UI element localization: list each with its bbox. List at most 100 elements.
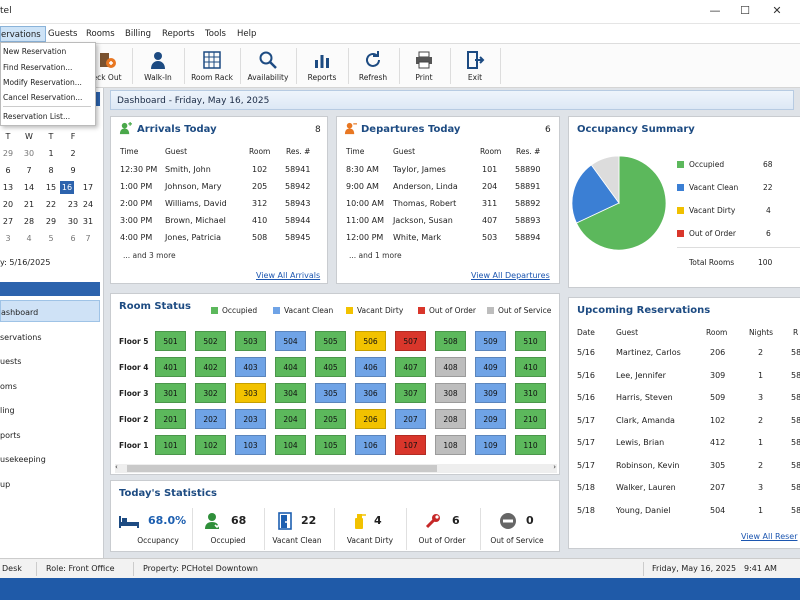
room-cell-vacant-clean[interactable]: 406: [355, 357, 386, 377]
calendar-day[interactable]: 8: [48, 166, 54, 175]
calendar-day[interactable]: 20: [2, 200, 14, 209]
scrollbar-thumb[interactable]: [127, 465, 437, 472]
calendar-day[interactable]: 1: [48, 149, 54, 158]
room-cell-vacant-dirty[interactable]: 506: [355, 331, 386, 351]
room-cell-occupied[interactable]: 501: [155, 331, 186, 351]
nav-setup[interactable]: up: [0, 480, 11, 489]
calendar-day[interactable]: 14: [23, 183, 35, 192]
maximize-icon[interactable]: ☐: [740, 4, 750, 17]
availability-button[interactable]: Availability: [245, 44, 291, 88]
calendar-day[interactable]: 24: [82, 200, 94, 209]
calendar-day[interactable]: 9: [70, 166, 76, 175]
room-cell-vacant-dirty[interactable]: 206: [355, 409, 386, 429]
view-all-departures-link[interactable]: View All Departures: [471, 271, 550, 280]
room-cell-occupied[interactable]: 210: [515, 409, 546, 429]
calendar-day[interactable]: 4: [26, 234, 32, 243]
room-cell-occupied[interactable]: 110: [515, 435, 546, 455]
room-cell-out-of-service[interactable]: 108: [435, 435, 466, 455]
room-cell-vacant-clean[interactable]: 306: [355, 383, 386, 403]
room-cell-vacant-clean[interactable]: 109: [475, 435, 506, 455]
room-cell-vacant-clean[interactable]: 202: [195, 409, 226, 429]
scroll-right-icon[interactable]: ›: [553, 463, 556, 471]
nav-billing[interactable]: ling: [0, 406, 15, 415]
room-cell-occupied[interactable]: 402: [195, 357, 226, 377]
menu-reservations[interactable]: ervations: [0, 26, 46, 42]
calendar-day[interactable]: 6: [5, 166, 11, 175]
menu-item-new-reservation[interactable]: New Reservation: [3, 47, 67, 56]
scroll-left-icon[interactable]: ‹: [115, 463, 118, 471]
nav-reservations[interactable]: servations: [0, 333, 42, 342]
minimize-icon[interactable]: —: [709, 4, 721, 17]
room-cell-out-of-order[interactable]: 507: [395, 331, 426, 351]
room-cell-vacant-clean[interactable]: 203: [235, 409, 266, 429]
room-cell-out-of-service[interactable]: 408: [435, 357, 466, 377]
menu-item-cancel-reservation[interactable]: Cancel Reservation...: [3, 93, 83, 102]
room-cell-vacant-clean[interactable]: 504: [275, 331, 306, 351]
calendar-day[interactable]: 22: [45, 200, 57, 209]
room-cell-occupied[interactable]: 204: [275, 409, 306, 429]
room-cell-occupied[interactable]: 503: [235, 331, 266, 351]
room-cell-occupied[interactable]: 302: [195, 383, 226, 403]
reports-button[interactable]: Reports: [301, 44, 343, 88]
room-cell-occupied[interactable]: 105: [315, 435, 346, 455]
room-cell-occupied[interactable]: 510: [515, 331, 546, 351]
menu-item-reservation-list[interactable]: Reservation List...: [3, 112, 71, 121]
room-cell-occupied[interactable]: 205: [315, 409, 346, 429]
calendar-day[interactable]: 21: [23, 200, 35, 209]
room-cell-out-of-service[interactable]: 208: [435, 409, 466, 429]
room-cell-occupied[interactable]: 310: [515, 383, 546, 403]
room-cell-occupied[interactable]: 304: [275, 383, 306, 403]
room-cell-vacant-clean[interactable]: 207: [395, 409, 426, 429]
room-cell-occupied[interactable]: 407: [395, 357, 426, 377]
room-cell-occupied[interactable]: 405: [315, 357, 346, 377]
room-cell-vacant-clean[interactable]: 509: [475, 331, 506, 351]
room-cell-occupied[interactable]: 301: [155, 383, 186, 403]
check-out-button[interactable]: eck Out: [88, 44, 126, 88]
calendar-day[interactable]: 23: [67, 200, 79, 209]
room-cell-occupied[interactable]: 505: [315, 331, 346, 351]
room-cell-out-of-order[interactable]: 107: [395, 435, 426, 455]
calendar-day[interactable]: 2: [70, 149, 76, 158]
room-cell-vacant-dirty[interactable]: 303: [235, 383, 266, 403]
menu-tools[interactable]: Tools: [205, 29, 226, 39]
menu-billing[interactable]: Billing: [125, 29, 152, 39]
nav-dashboard[interactable]: ashboard: [0, 300, 100, 322]
calendar-day[interactable]: 7: [26, 166, 32, 175]
refresh-button[interactable]: Refresh: [353, 44, 393, 88]
walk-in-button[interactable]: Walk-In: [137, 44, 179, 88]
calendar-day[interactable]: 31: [82, 217, 94, 226]
room-cell-occupied[interactable]: 307: [395, 383, 426, 403]
calendar-day[interactable]: 27: [2, 217, 14, 226]
room-cell-vacant-clean[interactable]: 209: [475, 409, 506, 429]
nav-housekeeping[interactable]: usekeeping: [0, 455, 46, 464]
calendar-day[interactable]: 6: [70, 234, 76, 243]
room-grid-scrollbar[interactable]: ‹ ›: [115, 463, 557, 473]
room-cell-occupied[interactable]: 201: [155, 409, 186, 429]
room-cell-occupied[interactable]: 104: [275, 435, 306, 455]
nav-guests[interactable]: uests: [0, 357, 22, 366]
room-cell-occupied[interactable]: 101: [155, 435, 186, 455]
calendar-day[interactable]: 5: [48, 234, 54, 243]
room-cell-occupied[interactable]: 502: [195, 331, 226, 351]
room-cell-vacant-clean[interactable]: 409: [475, 357, 506, 377]
calendar-day[interactable]: 28: [23, 217, 35, 226]
room-cell-occupied[interactable]: 102: [195, 435, 226, 455]
room-cell-occupied[interactable]: 508: [435, 331, 466, 351]
exit-button[interactable]: Exit: [455, 44, 495, 88]
room-cell-vacant-clean[interactable]: 403: [235, 357, 266, 377]
room-cell-occupied[interactable]: 410: [515, 357, 546, 377]
view-all-reservations-link[interactable]: View All Reser: [741, 532, 798, 541]
print-button[interactable]: Print: [404, 44, 444, 88]
room-cell-occupied[interactable]: 404: [275, 357, 306, 377]
menu-help[interactable]: Help: [237, 29, 257, 39]
menu-item-modify-reservation[interactable]: Modify Reservation...: [3, 78, 82, 87]
view-all-arrivals-link[interactable]: View All Arrivals: [256, 271, 321, 280]
room-cell-vacant-clean[interactable]: 103: [235, 435, 266, 455]
menu-item-find-reservation[interactable]: Find Reservation...: [3, 63, 73, 72]
menu-guests[interactable]: Guests: [48, 29, 78, 39]
calendar-day[interactable]: 7: [85, 234, 91, 243]
nav-rooms[interactable]: oms: [0, 382, 17, 391]
calendar-day[interactable]: 30: [23, 149, 35, 158]
calendar-day[interactable]: 29: [2, 149, 14, 158]
room-cell-out-of-service[interactable]: 308: [435, 383, 466, 403]
